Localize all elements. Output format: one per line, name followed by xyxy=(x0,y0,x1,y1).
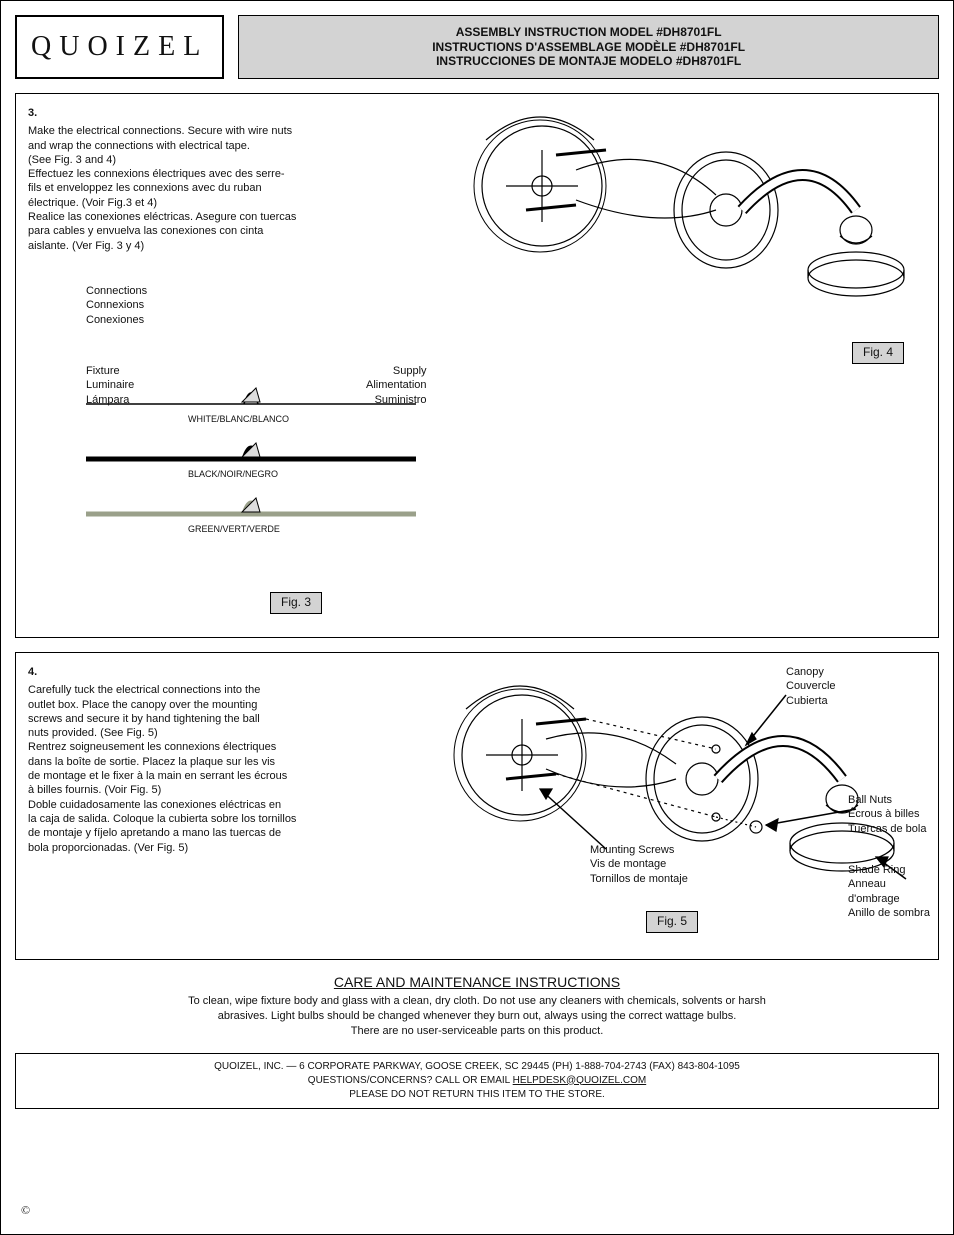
label-ball-nuts: Ball Nuts Écrous à billes Tuercas de bol… xyxy=(848,793,926,836)
label-supply-side: Supply Alimentation Suministro xyxy=(366,364,427,407)
wire-black-label: BLACK/NOIR/NEGRO xyxy=(188,469,278,481)
wire-green-label: GREEN/VERT/VERDE xyxy=(188,524,280,536)
brand-logo: QUOIZEL xyxy=(15,15,224,79)
contact-prefix: QUESTIONS/CONCERNS? CALL OR EMAIL xyxy=(308,1075,510,1086)
label-canopy: Canopy Couvercle Cubierta xyxy=(786,665,836,708)
contact-email-link[interactable]: HELPDESK@QUOIZEL.COM xyxy=(513,1075,647,1086)
fig-5-label: Fig. 5 xyxy=(646,911,698,933)
contact-line-2: QUESTIONS/CONCERNS? CALL OR EMAIL HELPDE… xyxy=(22,1074,932,1088)
step-4-text: Carefully tuck the electrical connection… xyxy=(28,683,408,855)
panel-step-4: 4. Carefully tuck the electrical connect… xyxy=(15,652,939,960)
title-line-1: ASSEMBLY INSTRUCTION MODEL #DH8701FL xyxy=(456,25,722,39)
contact-line-3: PLEASE DO NOT RETURN THIS ITEM TO THE ST… xyxy=(22,1088,932,1102)
wire-white-label: WHITE/BLANC/BLANCO xyxy=(188,414,289,426)
figure-5-assembly xyxy=(416,659,916,943)
title-bar: ASSEMBLY INSTRUCTION MODEL #DH8701FL INS… xyxy=(238,15,939,79)
title-line-2: INSTRUCTIONS D'ASSEMBLAGE MODÈLE #DH8701… xyxy=(432,40,745,54)
contact-box: QUOIZEL, INC. — 6 CORPORATE PARKWAY, GOO… xyxy=(15,1053,939,1109)
step-3-number: 3. xyxy=(28,107,37,119)
fig-3-label: Fig. 3 xyxy=(270,592,322,614)
copyright-icon: © xyxy=(21,1203,30,1218)
step-3-text: Make the electrical connections. Secure … xyxy=(28,124,408,253)
step-4-number: 4. xyxy=(28,666,37,678)
figure-4-assembly xyxy=(456,100,916,364)
contact-line-1: QUOIZEL, INC. — 6 CORPORATE PARKWAY, GOO… xyxy=(22,1060,932,1074)
panel-step-3: 3. Make the electrical connections. Secu… xyxy=(15,93,939,638)
label-mounting-screws: Mounting Screws Vis de montage Tornillos… xyxy=(590,843,688,886)
header: QUOIZEL ASSEMBLY INSTRUCTION MODEL #DH87… xyxy=(15,15,939,79)
fig-4-label: Fig. 4 xyxy=(852,342,904,364)
title-line-3: INSTRUCCIONES DE MONTAJE MODELO #DH8701F… xyxy=(436,54,741,68)
label-connections: Connections Connexions Conexiones xyxy=(86,284,147,327)
label-fixture-side: Fixture Luminaire Lámpara xyxy=(86,364,134,407)
care-title: CARE AND MAINTENANCE INSTRUCTIONS xyxy=(15,974,939,990)
label-shade-ring: Shade Ring Anneau d'ombrage Anillo de so… xyxy=(848,863,938,920)
care-body: To clean, wipe fixture body and glass wi… xyxy=(15,994,939,1039)
page: QUOIZEL ASSEMBLY INSTRUCTION MODEL #DH87… xyxy=(0,0,954,1235)
